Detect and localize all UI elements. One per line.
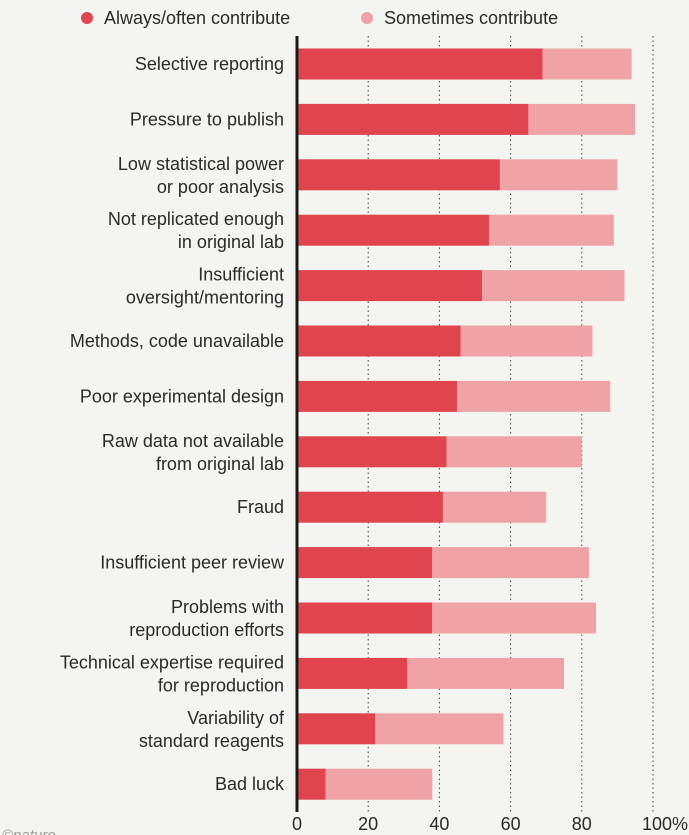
x-tick-label-6: 100% [642,814,688,834]
category-label-6: Methods, code unavailable [70,331,284,351]
watermark: ©nature [2,827,56,835]
legend-swatch-2 [361,12,373,24]
bar-11-series-1 [297,602,433,634]
bar-4-series-2 [489,214,614,246]
category-label-line: from original lab [156,454,284,474]
category-label-line: reproduction efforts [129,620,284,640]
x-tick-label-5: 80 [572,814,592,834]
legend-swatch-1 [81,12,93,24]
category-label-1: Selective reporting [135,54,284,74]
category-label-13: Variability of standard reagents [139,708,285,751]
bar-6-series-1 [297,325,461,357]
bar-1-series-2 [542,48,632,80]
bar-3-series-1 [297,159,500,191]
bars [297,48,636,800]
category-label-line: for reproduction [158,675,284,695]
category-label-line: oversight/mentoring [126,288,284,308]
bar-4-series-1 [297,214,490,246]
category-label-3: Low statistical power or poor analysis [118,154,284,197]
bar-5-series-1 [297,270,483,302]
bar-12-series-1 [297,657,408,689]
bar-6-series-2 [460,325,593,357]
x-tick-label-2: 20 [358,814,378,834]
bar-7-series-1 [297,380,458,412]
bar-13-series-2 [375,713,504,745]
category-label-5: Insufficient oversight/mentoring [126,265,284,308]
category-label-9: Fraud [237,497,284,517]
category-label-line: Not replicated enough [108,209,284,229]
category-label-10: Insufficient peer review [100,553,285,573]
bar-14-series-2 [325,768,433,800]
bar-5-series-2 [482,270,625,302]
category-label-line: in original lab [178,232,284,252]
bar-13-series-1 [297,713,376,745]
bar-9-series-1 [297,491,443,523]
x-tick-labels: 0 20 40 60 80 100% [292,814,688,834]
category-label-2: Pressure to publish [130,109,284,129]
category-label-line: Raw data not available [102,431,284,451]
category-label-line: Variability of [187,708,285,728]
bar-2-series-2 [528,103,636,135]
category-labels: Selective reporting Pressure to publish Lo… [60,54,285,794]
legend-label-1: Always/often contribute [104,8,290,28]
bar-9-series-2 [442,491,547,523]
category-label-7: Poor experimental design [80,386,284,406]
x-tick-label-4: 60 [501,814,521,834]
bar-10-series-1 [297,547,433,579]
category-label-line: Low statistical power [118,154,284,174]
bar-1-series-1 [297,48,543,80]
category-label-4: Not replicated enough in original lab [108,209,284,252]
category-label-line: Technical expertise required [60,652,284,672]
category-label-line: Problems with [171,597,284,617]
bar-2-series-1 [297,103,529,135]
category-label-14: Bad luck [215,774,285,794]
bar-14-series-1 [297,768,326,800]
bar-7-series-2 [457,380,611,412]
category-label-line: standard reagents [139,731,284,751]
x-tick-label-3: 40 [429,814,449,834]
legend-label-2: Sometimes contribute [384,8,558,28]
category-label-line: Insufficient [198,265,284,285]
bar-8-series-1 [297,436,447,468]
category-label-11: Problems with reproduction efforts [129,597,284,640]
category-label-12: Technical expertise required for reproduc… [60,652,284,695]
bar-8-series-2 [446,436,582,468]
bar-10-series-2 [432,547,589,579]
legend: Always/often contribute Sometimes contrib… [81,8,558,28]
category-label-8: Raw data not available from original lab [102,431,284,474]
category-label-line: or poor analysis [157,177,284,197]
bar-12-series-2 [407,657,564,689]
bar-11-series-2 [432,602,597,634]
bar-3-series-2 [499,159,618,191]
grid-lines [367,36,654,812]
x-tick-label-1: 0 [292,814,302,834]
